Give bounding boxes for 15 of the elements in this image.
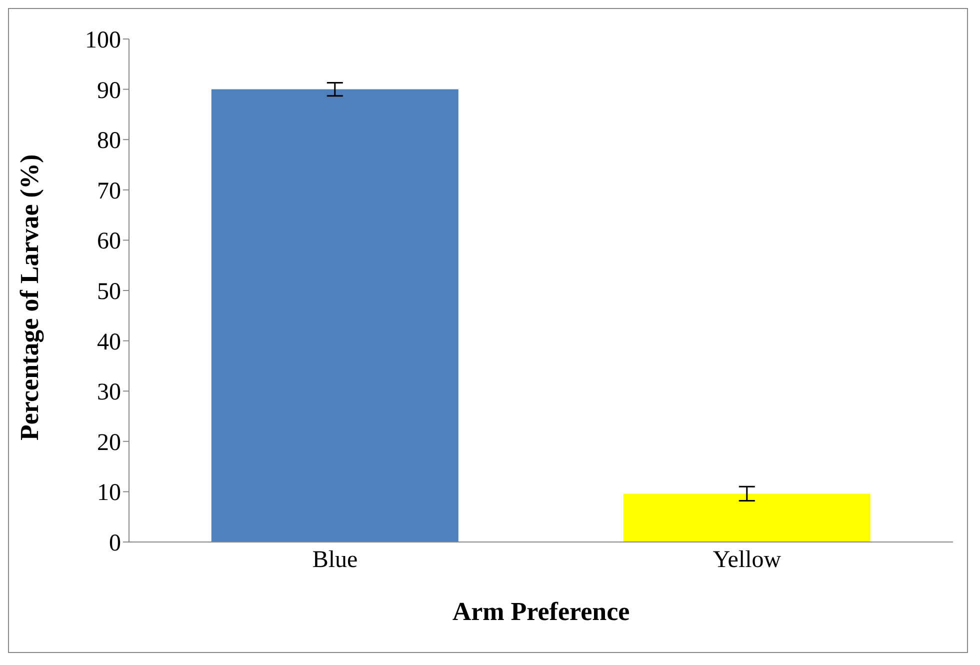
y-tick-label: 70 <box>97 178 121 204</box>
y-tick-label: 60 <box>97 228 121 255</box>
x-tick-label: Yellow <box>712 547 782 574</box>
y-tick-label: 20 <box>97 430 121 456</box>
y-tick-label: 80 <box>97 128 121 154</box>
y-tick-label: 30 <box>97 380 121 406</box>
y-tick-label: 10 <box>97 480 121 506</box>
y-axis-title: Percentage of Larvae (%) <box>15 154 44 440</box>
y-tick-label: 0 <box>109 530 121 557</box>
y-tick-label: 100 <box>85 28 121 54</box>
y-tick-label: 40 <box>97 329 121 356</box>
x-axis-title: Arm Preference <box>452 597 630 626</box>
x-tick-label: Blue <box>312 547 358 574</box>
y-tick-label: 90 <box>97 78 121 104</box>
y-tick-label: 50 <box>97 279 121 306</box>
